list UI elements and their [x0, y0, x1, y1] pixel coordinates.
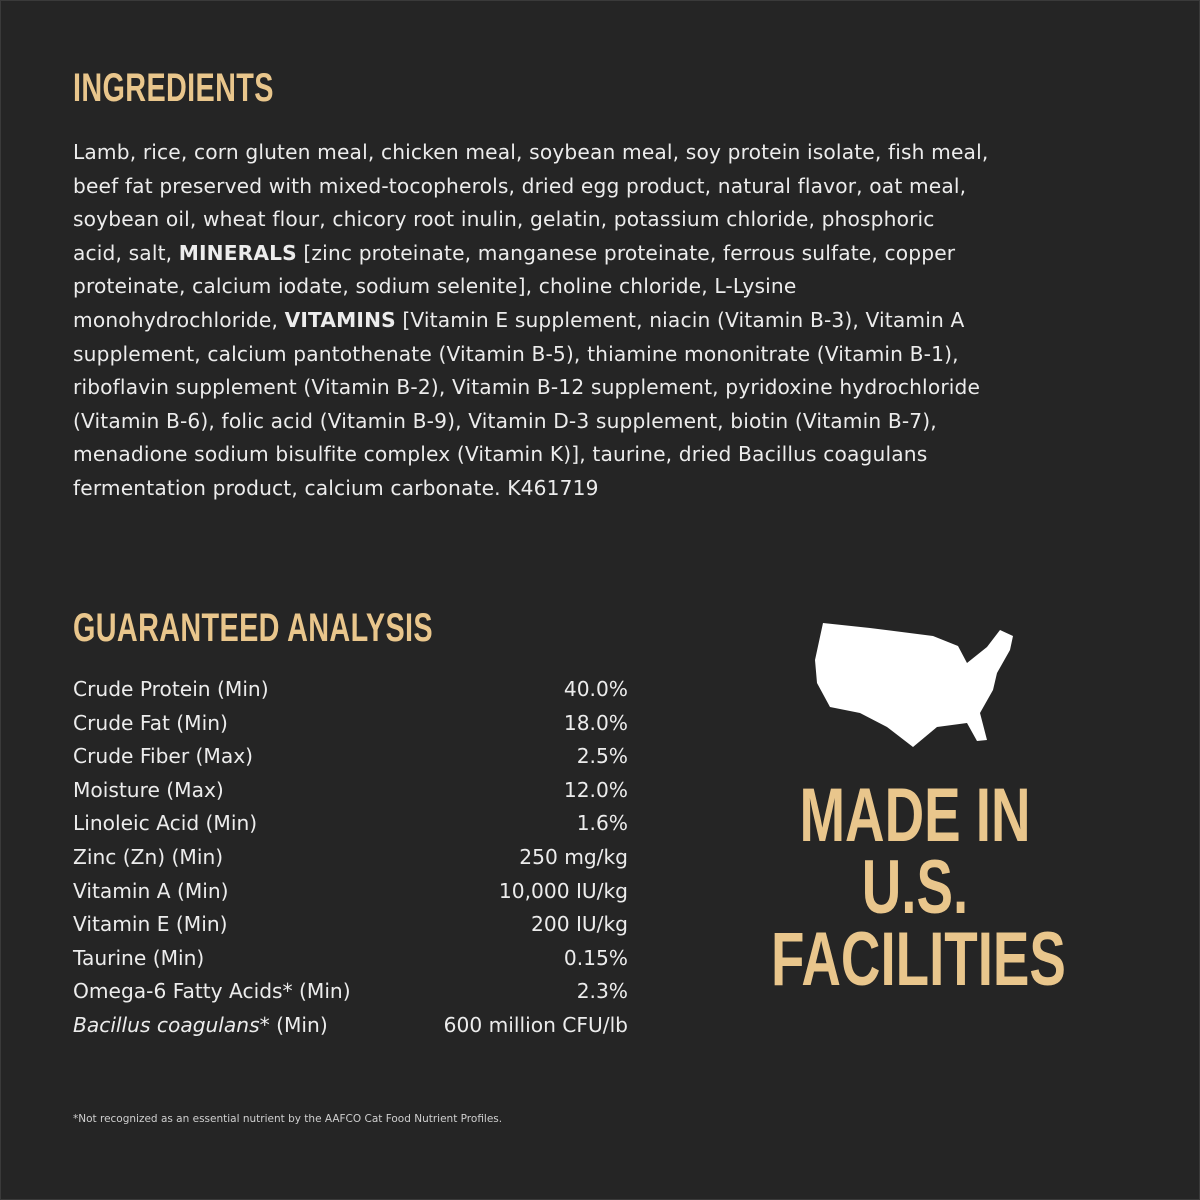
ingredients-text: menadione sodium bisulfite complex (Vita…: [73, 442, 928, 467]
nutrient-value: 0.15%: [563, 945, 628, 970]
ingredients-text: [zinc proteinate, manganese proteinate, …: [296, 240, 956, 265]
nutrient-name: Bacillus coagulans* (Min): [73, 1009, 328, 1043]
ingredients-line: Lamb, rice, corn gluten meal, chicken me…: [73, 136, 988, 170]
analysis-row: Vitamin E (Min) 200 IU/kg: [73, 908, 628, 942]
ingredients-text: supplement, calcium pantothenate (Vitami…: [73, 341, 959, 366]
ingredients-line: menadione sodium bisulfite complex (Vita…: [73, 438, 988, 472]
ingredients-line: supplement, calcium pantothenate (Vitami…: [73, 338, 988, 372]
footnote: *Not recognized as an essential nutrient…: [73, 1113, 503, 1125]
nutrient-name: Crude Fat (Min): [73, 710, 228, 735]
nutrient-value: 2.5%: [576, 744, 628, 769]
nutrient-name: Linoleic Acid (Min): [73, 811, 258, 836]
analysis-row: Crude Fiber (Max) 2.5%: [73, 740, 628, 774]
nutrient-name: Vitamin A (Min): [73, 878, 229, 903]
ingredients-text: soybean oil, wheat flour, chicory root i…: [73, 207, 935, 232]
nutrient-value: 200 IU/kg: [531, 912, 628, 937]
made-in-line: MADE IN: [799, 773, 1031, 858]
ingredients-line: proteinate, calcium iodate, sodium selen…: [73, 270, 988, 304]
nutrient-name: Crude Protein (Min): [73, 677, 269, 701]
ingredients-text: Lamb, rice, corn gluten meal, chicken me…: [73, 140, 989, 164]
analysis-row: Bacillus coagulans* (Min) 600 million CFU…: [73, 1009, 628, 1043]
ingredients-list: Lamb, rice, corn gluten meal, chicken me…: [73, 136, 988, 506]
ingredients-line: (Vitamin B-6), folic acid (Vitamin B-9),…: [73, 405, 988, 439]
ingredients-line: acid, salt, MINERALS [zinc proteinate, m…: [73, 237, 988, 271]
nutrient-name-suffix: * (Min): [259, 1012, 328, 1037]
nutrient-name: Moisture (Max): [73, 777, 224, 802]
ingredients-text: (Vitamin B-6), folic acid (Vitamin B-9),…: [73, 408, 937, 433]
ingredients-line: beef fat preserved with mixed-tocopherol…: [73, 170, 988, 204]
analysis-row: Omega-6 Fatty Acids* (Min) 2.3%: [73, 975, 628, 1009]
analysis-row: Vitamin A (Min) 10,000 IU/kg: [73, 875, 628, 909]
ingredients-text: beef fat preserved with mixed-tocopherol…: [73, 173, 967, 198]
made-in-us-facilities: MADE IN U.S. FACILITIES: [715, 773, 1115, 1002]
ingredients-category: MINERALS: [178, 240, 297, 265]
analysis-row: Crude Fat (Min) 18.0%: [73, 707, 628, 741]
ingredients-text: acid, salt,: [73, 240, 179, 265]
nutrient-value: 40.0%: [563, 677, 628, 701]
ingredients-text: fermentation product, calcium carbonate.…: [73, 475, 599, 500]
nutrient-value: 600 million CFU/lb: [443, 1012, 628, 1037]
nutrient-value: 10,000 IU/kg: [498, 878, 628, 903]
ingredients-heading: INGREDIENTS: [73, 66, 274, 110]
nutrient-name: Taurine (Min): [73, 945, 205, 970]
ingredients-line: soybean oil, wheat flour, chicory root i…: [73, 203, 988, 237]
ingredients-category: VITAMINS: [284, 307, 396, 332]
ingredients-text: monohydrochloride,: [73, 307, 285, 332]
made-in-line: FACILITIES: [771, 917, 1066, 1002]
analysis-row: Moisture (Max) 12.0%: [73, 774, 628, 808]
nutrient-name-italic: Bacillus coagulans: [73, 1012, 260, 1037]
nutrient-name: Zinc (Zn) (Min): [73, 844, 224, 869]
nutrient-name: Omega-6 Fatty Acids* (Min): [73, 979, 351, 1004]
guaranteed-analysis-table: Crude Protein (Min) 40.0% Crude Fat (Min) 1…: [73, 673, 628, 1043]
nutrient-name: Vitamin E (Min): [73, 912, 228, 937]
nutrient-value: 18.0%: [563, 710, 628, 735]
nutrient-name: Crude Fiber (Max): [73, 744, 254, 769]
nutrient-value: 1.6%: [576, 811, 628, 836]
made-in-line: U.S.: [861, 845, 969, 930]
guaranteed-analysis-heading: GUARANTEED ANALYSIS: [73, 606, 433, 650]
ingredients-text: [Vitamin E supplement, niacin (Vitamin B…: [395, 307, 965, 332]
ingredients-line: fermentation product, calcium carbonate.…: [73, 472, 988, 506]
ingredients-text: riboflavin supplement (Vitamin B-2), Vit…: [73, 375, 981, 400]
analysis-row: Linoleic Acid (Min) 1.6%: [73, 807, 628, 841]
analysis-row: Zinc (Zn) (Min) 250 mg/kg: [73, 841, 628, 875]
analysis-row: Taurine (Min) 0.15%: [73, 942, 628, 976]
ingredients-line: monohydrochloride, VITAMINS [Vitamin E s…: [73, 304, 988, 338]
nutrient-value: 2.3%: [576, 979, 628, 1004]
nutrient-value: 12.0%: [563, 777, 628, 802]
analysis-row: Crude Protein (Min) 40.0%: [73, 673, 628, 707]
ingredients-text: proteinate, calcium iodate, sodium selen…: [73, 274, 797, 299]
ingredients-line: riboflavin supplement (Vitamin B-2), Vit…: [73, 371, 988, 405]
nutrient-value: 250 mg/kg: [519, 844, 628, 869]
